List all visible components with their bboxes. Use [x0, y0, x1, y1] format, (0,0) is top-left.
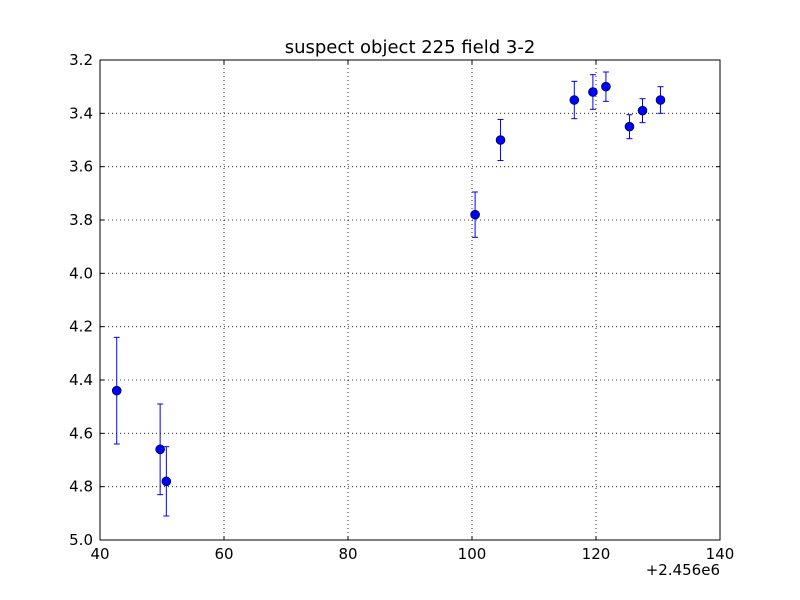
data-points [111, 81, 666, 487]
data-point [155, 444, 165, 455]
x-tick-label: 60 [214, 545, 233, 563]
y-tick-label: 3.6 [69, 158, 93, 176]
y-tick-label: 4.2 [69, 318, 93, 336]
data-point [624, 121, 635, 132]
y-tick-label: 3.8 [69, 211, 93, 229]
plot-area [100, 60, 720, 540]
data-point [161, 476, 172, 487]
data-point [588, 87, 598, 97]
x-tick-label: 100 [458, 545, 487, 563]
y-tick-label: 4.0 [69, 264, 93, 282]
chart-title: suspect object 225 field 3-2 [285, 37, 536, 58]
data-point [495, 135, 506, 145]
x-tick-label: 120 [582, 545, 611, 563]
grid [100, 60, 720, 540]
data-point [470, 209, 480, 220]
ticks [99, 59, 721, 541]
y-tick-label: 3.2 [69, 51, 93, 69]
data-point [111, 385, 122, 396]
x-offset-label: +2.456e6 [646, 561, 720, 579]
data-point [569, 95, 580, 105]
y-tick-label: 3.4 [69, 104, 93, 122]
x-tick-label: 80 [338, 545, 357, 563]
y-tick-label: 4.6 [69, 424, 93, 442]
y-tick-label: 4.4 [69, 371, 93, 389]
y-tick-label: 4.8 [69, 478, 93, 496]
x-tick-label: 40 [90, 545, 109, 563]
y-tick-labels: 3.2 3.4 3.6 3.8 4.0 4.2 4.4 4.6 4.8 5.0 [69, 51, 93, 549]
plot-frame [99, 59, 721, 541]
x-tick-labels: 40 60 80 100 120 140 [90, 545, 734, 563]
data-point [655, 95, 666, 105]
x-tick-label: 140 [706, 545, 735, 563]
y-tick-label: 5.0 [69, 531, 93, 549]
data-point [637, 105, 648, 116]
data-point [601, 81, 611, 92]
